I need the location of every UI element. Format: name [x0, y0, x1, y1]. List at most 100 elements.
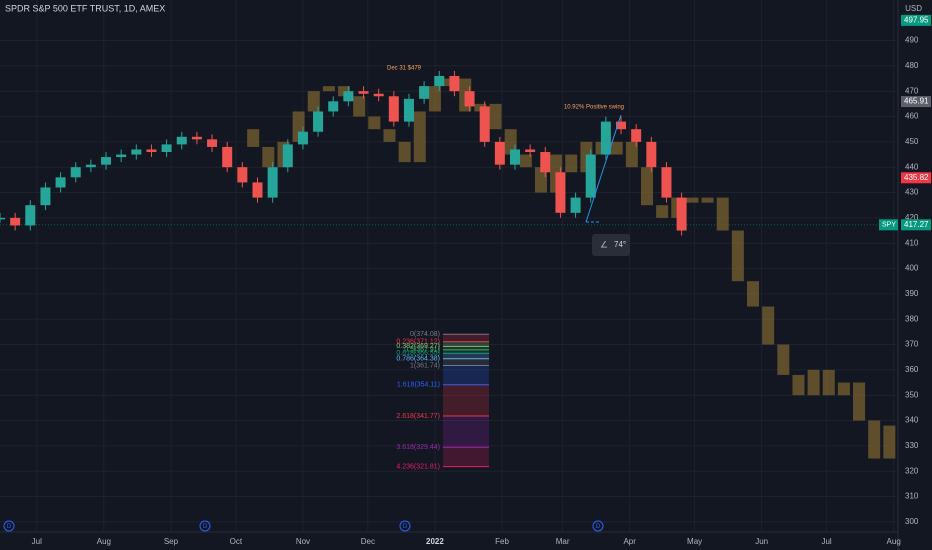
projection-candle [565, 154, 578, 173]
projection-candle [686, 197, 699, 203]
candle [343, 91, 354, 102]
projection-candle [716, 197, 729, 231]
marks [0, 71, 896, 459]
fib-label: 0.5(367.91) [404, 347, 440, 354]
fib-label: 0.382(369.27) [396, 343, 440, 350]
candle [222, 146, 233, 168]
y-tick-label: 430 [905, 188, 919, 197]
candle [570, 197, 581, 213]
projection-candle [262, 146, 275, 168]
x-tick-label: May [687, 537, 702, 546]
projection-candle [853, 382, 866, 421]
y-tick-label: 440 [905, 162, 919, 171]
candle [403, 98, 414, 122]
fib-zone [443, 384, 489, 417]
y-tick-label: 400 [905, 264, 919, 273]
y-tick-label: 410 [905, 238, 919, 247]
fib-zone [443, 358, 489, 366]
y-tick-label: 320 [905, 466, 919, 475]
fib-zone [443, 353, 489, 359]
candle [676, 197, 687, 231]
candle [358, 91, 369, 94]
y-tick-label: 470 [905, 86, 919, 95]
x-tick-label: Aug [97, 537, 111, 546]
candle [328, 101, 339, 112]
projection-candle [307, 91, 320, 112]
x-tick-label: Mar [556, 537, 570, 546]
candle [555, 172, 566, 213]
projection-candle [610, 141, 623, 155]
projection-candle [792, 374, 805, 396]
candle [479, 106, 490, 142]
y-tick-label: 360 [905, 365, 919, 374]
fib-zone [443, 334, 489, 342]
candle [55, 177, 66, 188]
projection-candle [747, 281, 760, 307]
price-tag-label: 497.95 [904, 16, 929, 25]
projection-candle [640, 167, 653, 206]
y-tick-label: 490 [905, 36, 919, 45]
projection-candle [322, 86, 335, 92]
candle [464, 91, 475, 107]
y-tick-label: 380 [905, 314, 919, 323]
fib-label: 0(374.08) [410, 331, 440, 338]
candle [40, 187, 51, 206]
x-tick-label: Dec [361, 537, 375, 546]
candle [146, 149, 157, 152]
projection-candle [656, 205, 669, 218]
swing-annotation: 10.92% Positive swing [564, 105, 624, 111]
candle [313, 111, 324, 132]
fib-zone [443, 346, 489, 350]
x-tick-label: Sep [164, 537, 179, 546]
candle [509, 149, 520, 165]
projection-candle [504, 129, 517, 155]
projection-candle [822, 369, 835, 396]
fib-label: 1.618(354.11) [397, 382, 440, 389]
projection-candle [868, 420, 881, 459]
candle [388, 96, 399, 122]
price-tag [901, 219, 931, 231]
trend-line [585, 114, 622, 223]
x-tick-label: Oct [230, 537, 243, 546]
fib-zone [443, 365, 489, 385]
candle [252, 182, 263, 198]
candle [85, 164, 96, 168]
projection-candle [807, 369, 820, 396]
candle [207, 139, 218, 147]
candle [176, 136, 187, 145]
projection-candle [762, 306, 775, 345]
candle [434, 76, 445, 87]
projection-candle [383, 129, 396, 142]
fib-zone [443, 341, 489, 347]
projection-candle [247, 129, 260, 147]
projection-candle [883, 425, 896, 459]
y-tick-label: 310 [905, 492, 919, 501]
x-tick-label: Jun [755, 537, 768, 546]
candle [10, 217, 21, 226]
candle [419, 86, 430, 99]
y-tick-label: 330 [905, 441, 919, 450]
y-tick-label: 350 [905, 390, 919, 399]
fib-extension: 0(374.08)0.236(371.12)0.382(369.27)0.5(3… [396, 331, 489, 470]
candle [161, 144, 172, 152]
price-tag [901, 96, 931, 108]
dividend-marker [592, 520, 604, 532]
candle [237, 167, 248, 183]
projection-candle [413, 111, 426, 163]
symbol-tag [879, 219, 898, 231]
y-tick-label: 420 [905, 213, 919, 222]
candle [191, 136, 202, 140]
x-tick-label: Aug [887, 537, 901, 546]
dividend-marker [3, 520, 15, 532]
candle [131, 149, 142, 155]
fib-zone [443, 447, 489, 467]
price-tag [901, 172, 931, 184]
candle [616, 121, 627, 130]
peak-annotation: Dec 31 $479 [387, 66, 422, 72]
x-tick-label: Apr [623, 537, 636, 546]
candle [25, 205, 36, 226]
y-tick-label: 300 [905, 517, 919, 526]
y-tick-label: 450 [905, 137, 919, 146]
projection-candle [731, 230, 744, 282]
